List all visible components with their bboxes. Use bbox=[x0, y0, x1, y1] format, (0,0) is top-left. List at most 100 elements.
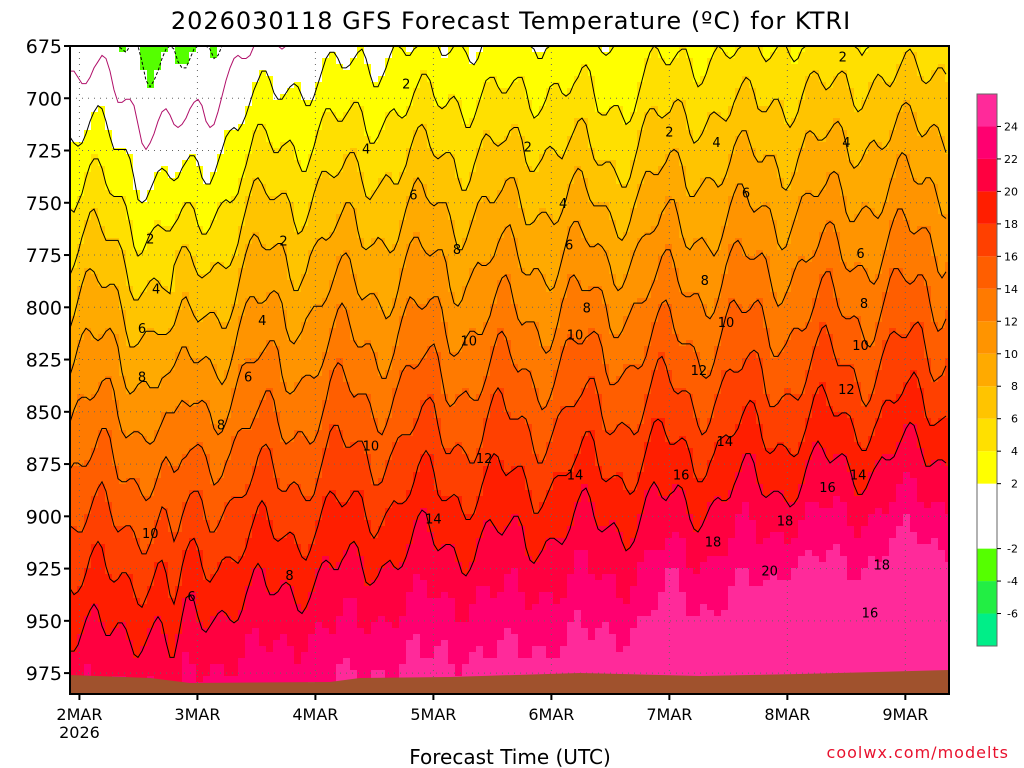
temperature-cell bbox=[231, 226, 239, 233]
temperature-cell bbox=[882, 232, 890, 239]
temperature-cell bbox=[651, 178, 659, 185]
temperature-cell bbox=[434, 262, 442, 269]
temperature-cell bbox=[483, 220, 491, 227]
temperature-cell bbox=[931, 250, 939, 257]
temperature-cell bbox=[707, 232, 715, 239]
temperature-cell bbox=[119, 76, 127, 83]
temperature-cell bbox=[525, 202, 533, 209]
temperature-cell bbox=[532, 244, 540, 251]
temperature-cell bbox=[679, 148, 687, 155]
temperature-cell bbox=[203, 58, 211, 65]
temperature-cell bbox=[672, 76, 680, 83]
temperature-cell bbox=[350, 208, 358, 215]
temperature-cell bbox=[700, 124, 708, 131]
temperature-cell bbox=[847, 58, 855, 65]
temperature-cell bbox=[448, 142, 456, 149]
temperature-cell bbox=[567, 226, 575, 233]
temperature-cell bbox=[777, 184, 785, 191]
temperature-cell bbox=[924, 142, 932, 149]
temperature-cell bbox=[441, 88, 449, 95]
temperature-cell bbox=[770, 178, 778, 185]
temperature-cell bbox=[721, 220, 729, 227]
temperature-cell bbox=[497, 178, 505, 185]
temperature-cell bbox=[770, 160, 778, 167]
temperature-cell bbox=[378, 262, 386, 269]
temperature-cell bbox=[658, 268, 666, 275]
temperature-cell bbox=[427, 184, 435, 191]
temperature-cell bbox=[483, 136, 491, 143]
temperature-cell bbox=[280, 202, 288, 209]
temperature-cell bbox=[854, 64, 862, 71]
temperature-cell bbox=[518, 178, 526, 185]
temperature-cell bbox=[616, 220, 624, 227]
temperature-cell bbox=[357, 136, 365, 143]
temperature-cell bbox=[490, 268, 498, 275]
temperature-cell bbox=[812, 70, 820, 77]
temperature-cell bbox=[105, 262, 113, 269]
temperature-cell bbox=[392, 82, 400, 89]
temperature-cell bbox=[700, 166, 708, 173]
temperature-cell bbox=[714, 172, 722, 179]
temperature-cell bbox=[707, 202, 715, 209]
temperature-cell bbox=[889, 46, 897, 53]
temperature-cell bbox=[455, 112, 463, 119]
temperature-cell bbox=[728, 202, 736, 209]
temperature-cell bbox=[763, 196, 771, 203]
temperature-cell bbox=[784, 76, 792, 83]
temperature-cell bbox=[532, 208, 540, 215]
temperature-cell bbox=[777, 232, 785, 239]
temperature-cell bbox=[616, 226, 624, 233]
temperature-cell bbox=[441, 244, 449, 251]
temperature-cell bbox=[777, 172, 785, 179]
temperature-cell bbox=[910, 250, 918, 257]
temperature-cell bbox=[392, 136, 400, 143]
temperature-cell bbox=[532, 112, 540, 119]
temperature-cell bbox=[189, 226, 197, 233]
temperature-cell bbox=[700, 70, 708, 77]
temperature-cell bbox=[315, 208, 323, 215]
temperature-cell bbox=[406, 244, 414, 251]
temperature-cell bbox=[210, 232, 218, 239]
temperature-cell bbox=[616, 232, 624, 239]
temperature-cell bbox=[945, 100, 949, 107]
temperature-cell bbox=[399, 154, 407, 161]
temperature-cell bbox=[504, 166, 512, 173]
temperature-cell bbox=[189, 274, 197, 281]
temperature-cell bbox=[196, 280, 204, 287]
temperature-cell bbox=[574, 82, 582, 89]
temperature-cell bbox=[756, 106, 764, 113]
temperature-cell bbox=[721, 154, 729, 161]
temperature-cell bbox=[539, 190, 547, 197]
temperature-cell bbox=[875, 190, 883, 197]
temperature-cell bbox=[945, 262, 949, 269]
temperature-cell bbox=[602, 76, 610, 83]
temperature-cell bbox=[756, 112, 764, 119]
temperature-cell bbox=[77, 76, 85, 83]
temperature-cell bbox=[133, 226, 141, 233]
temperature-cell bbox=[602, 154, 610, 161]
temperature-cell bbox=[322, 112, 330, 119]
temperature-cell bbox=[525, 58, 533, 65]
temperature-cell bbox=[77, 94, 85, 101]
temperature-cell bbox=[84, 268, 92, 275]
temperature-cell bbox=[420, 76, 428, 83]
temperature-cell bbox=[294, 280, 302, 287]
temperature-cell bbox=[763, 106, 771, 113]
temperature-cell bbox=[931, 196, 939, 203]
temperature-cell bbox=[70, 178, 78, 185]
temperature-cell bbox=[868, 100, 876, 107]
temperature-cell bbox=[868, 202, 876, 209]
temperature-cell bbox=[224, 52, 232, 59]
temperature-cell bbox=[308, 208, 316, 215]
temperature-cell bbox=[336, 280, 344, 287]
temperature-cell bbox=[336, 208, 344, 215]
temperature-cell bbox=[826, 190, 834, 197]
temperature-cell bbox=[196, 244, 204, 251]
temperature-cell bbox=[427, 88, 435, 95]
temperature-cell bbox=[840, 274, 848, 281]
temperature-cell bbox=[77, 208, 85, 215]
temperature-cell bbox=[294, 130, 302, 137]
temperature-cell bbox=[784, 154, 792, 161]
temperature-cell bbox=[882, 262, 890, 269]
temperature-cell bbox=[497, 232, 505, 239]
